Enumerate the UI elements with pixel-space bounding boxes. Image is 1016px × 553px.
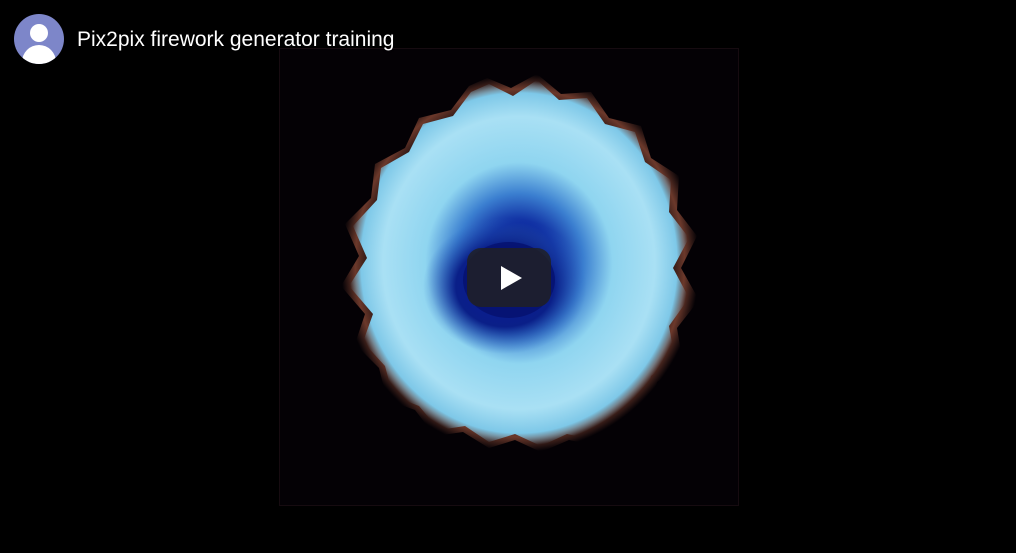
play-icon bbox=[501, 266, 522, 290]
channel-avatar-icon[interactable] bbox=[14, 14, 64, 64]
avatar-body-shape bbox=[22, 45, 56, 64]
video-header: Pix2pix firework generator training bbox=[0, 0, 1016, 80]
video-title-link[interactable]: Pix2pix firework generator training bbox=[77, 28, 395, 51]
avatar-head-shape bbox=[30, 24, 48, 42]
play-button[interactable] bbox=[467, 248, 551, 307]
